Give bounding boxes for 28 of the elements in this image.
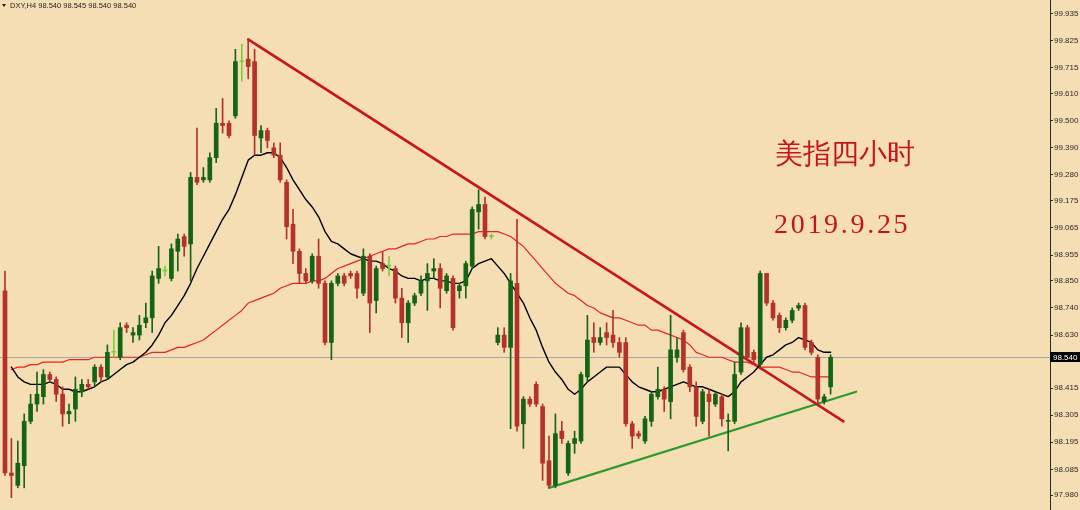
y-tick-label: 99.825 (1054, 35, 1080, 45)
candlestick (111, 329, 117, 358)
y-tick-label: 98.305 (1054, 410, 1080, 420)
y-tick-label: 98.630 (1054, 330, 1080, 340)
y-tick-label: 99.175 (1054, 196, 1080, 205)
y-tick-label: 99.935 (1054, 8, 1080, 18)
y-tick-label: 99.715 (1054, 62, 1080, 72)
y-tick-label: 97.980 (1054, 490, 1080, 500)
y-tick-label: 99.065 (1054, 223, 1080, 233)
ref-line-label: 98.540 (1053, 352, 1079, 362)
candlestick (239, 44, 245, 82)
y-tick-label: 98.740 (1054, 303, 1080, 313)
candlestick (431, 258, 437, 279)
candlestick (85, 379, 91, 390)
y-tick-label: 98.085 (1054, 464, 1080, 474)
candlestick (591, 322, 597, 353)
y-tick-label: 98.415 (1054, 383, 1080, 393)
y-tick-label: 99.280 (1054, 170, 1080, 180)
y-tick-label: 99.390 (1054, 143, 1080, 153)
candlestick (143, 302, 149, 329)
text: 2019.9.25 (774, 208, 911, 240)
y-tick-label: 98.955 (1054, 250, 1080, 260)
candlestick (194, 127, 200, 186)
y-tick-label: 99.500 (1054, 115, 1080, 125)
y-tick-label: 98.850 (1054, 276, 1080, 286)
y-tick-label: 98.195 (1054, 437, 1080, 447)
y-tick-label: 99.610 (1054, 88, 1080, 98)
text: 美指四小时 (775, 137, 915, 171)
